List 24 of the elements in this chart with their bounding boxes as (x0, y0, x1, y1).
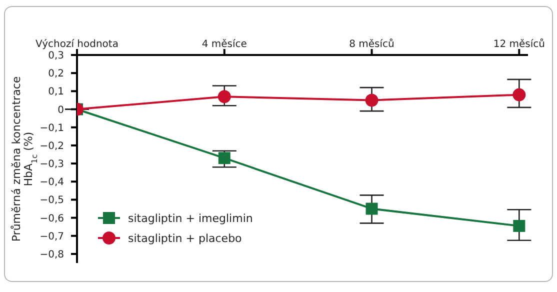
legend-label: sitagliptin + placebo (128, 232, 242, 245)
legend-label: sitagliptin + imeglimin (128, 212, 253, 225)
point (512, 88, 526, 102)
x-tick-label: 4 měsíce (202, 39, 247, 50)
y-tick-label: −0,1 (40, 122, 64, 134)
y-tick-label: 0,3 (48, 50, 64, 62)
y-tick-label: −0,5 (40, 195, 64, 206)
y-tick-label: −0,8 (40, 250, 64, 261)
y-tick-label: 0 (58, 104, 64, 116)
y-tick-label: 0,1 (48, 86, 64, 98)
point (513, 220, 526, 232)
y-tick-label: −0,4 (40, 177, 64, 188)
point (366, 202, 378, 215)
x-tick-label: 8 měsíců (349, 38, 394, 50)
x-tick-label: 12 měsíců (493, 38, 545, 50)
y-tick-label: −0,6 (40, 213, 64, 224)
y-tick-label: −0,7 (40, 231, 64, 242)
point (218, 90, 231, 104)
x-tick-label: Výchozí hodnota (36, 39, 118, 50)
point (365, 94, 378, 107)
y-tick-label: 0,2 (48, 68, 64, 80)
point (218, 152, 230, 164)
y-tick-label: −0,3 (40, 159, 64, 170)
y-tick-label: −0,2 (40, 140, 64, 152)
